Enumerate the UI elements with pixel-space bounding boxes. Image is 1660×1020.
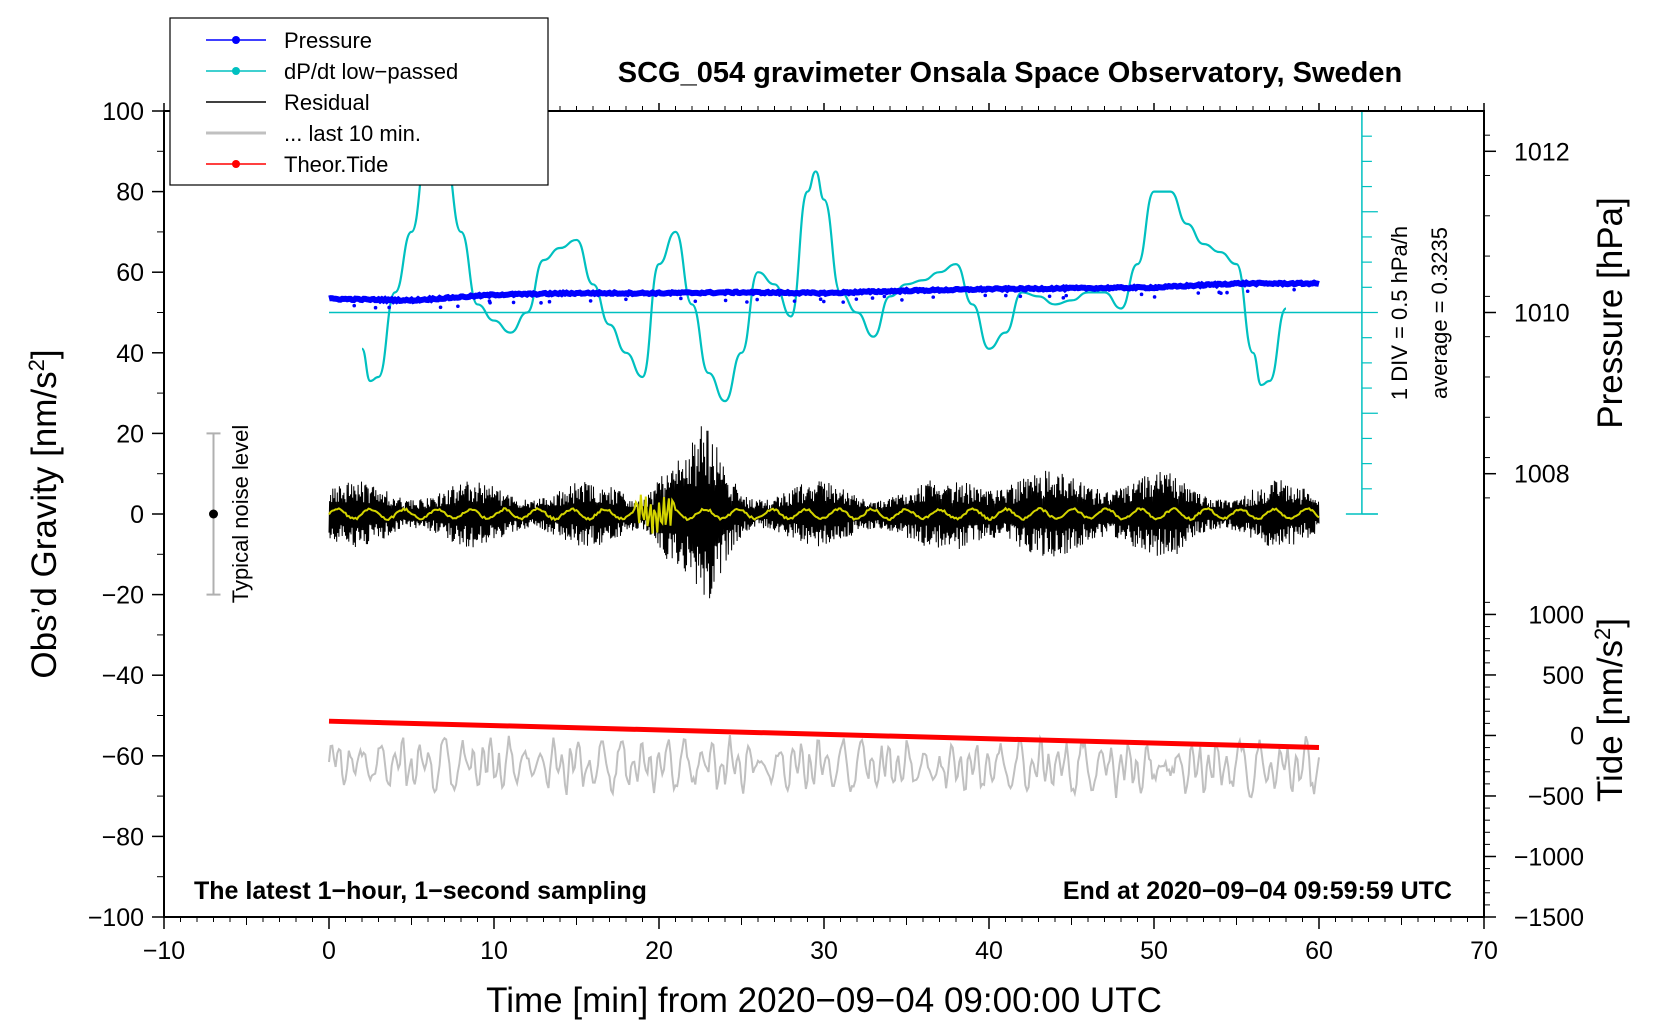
legend-label: Theor.Tide (284, 152, 388, 177)
pressure-point (900, 298, 904, 302)
series-pressure (328, 279, 1320, 305)
pressure-point (352, 303, 357, 308)
noise-level-label: Typical noise level (228, 425, 253, 604)
pressure-point (1219, 291, 1223, 296)
pressure-point (1061, 296, 1066, 300)
series-residual-smoothed (328, 494, 1320, 534)
pressure-point (693, 299, 698, 304)
gravity-tick-label: −60 (102, 743, 144, 771)
pressure-point (588, 299, 593, 303)
series-last-10-min (328, 734, 1320, 799)
pressure-tick-label: 1008 (1514, 461, 1570, 489)
pressure-point (624, 297, 628, 302)
pressure-point (818, 297, 823, 301)
pressure-point (1018, 294, 1023, 299)
pressure-point (1139, 292, 1144, 297)
legend-marker (232, 67, 240, 75)
gravity-tick-label: −100 (88, 904, 144, 932)
pressure-point (511, 300, 516, 305)
pressure-tick-label: 1012 (1514, 138, 1570, 166)
series-dpdt (360, 142, 1288, 403)
x-tick-label: 30 (810, 937, 838, 965)
pressure-point (1292, 287, 1296, 292)
x-tick-label: 60 (1305, 937, 1333, 965)
pressure-point (1245, 289, 1250, 294)
pressure-point (1225, 290, 1229, 295)
gravity-tick-label: −80 (102, 823, 144, 851)
x-tick-label: 70 (1470, 937, 1498, 965)
chart-title: SCG_054 gravimeter Onsala Space Observat… (618, 57, 1402, 89)
tide-tick-label: −500 (1528, 783, 1584, 811)
dpdt-average-label: average = 0.3235 (1427, 227, 1452, 399)
gravity-tick-label: 0 (130, 501, 144, 529)
pressure-point (854, 297, 859, 301)
tide-tick-label: 1000 (1528, 601, 1584, 629)
y-axis-label-gravity: Obs’d Gravity [nm/s2] (24, 349, 65, 678)
pressure-point (1064, 293, 1069, 298)
series-residual (328, 426, 1320, 599)
pressure-point (539, 301, 543, 305)
x-tick-label: 20 (645, 937, 673, 965)
y-axis-label-tide: Tide [nm/s2] (1590, 618, 1631, 802)
legend-label: Residual (284, 90, 370, 115)
legend-marker (232, 160, 240, 168)
gravity-tick-label: 20 (116, 420, 144, 448)
pressure-point (841, 300, 845, 304)
note-end-time: End at 2020−09−04 09:59:59 UTC (1063, 877, 1452, 905)
gravity-tick-label: 80 (116, 179, 144, 207)
series-theor-tide (328, 718, 1320, 750)
pressure-point (373, 305, 378, 310)
y-axis-label-pressure: Pressure [hPa] (1591, 197, 1630, 429)
x-tick-label: 0 (322, 937, 336, 965)
x-axis-label: Time [min] from 2020−09−04 09:00:00 UTC (486, 981, 1162, 1020)
legend: Pressure dP/dt low−passed Residual ... last… (169, 17, 549, 186)
gravity-tick-label: 40 (116, 340, 144, 368)
tide-tick-label: −1000 (1514, 843, 1584, 871)
dpdt-scale-label: 1 DIV = 0.5 hPa/h (1387, 226, 1412, 400)
pressure-point (547, 299, 552, 304)
pressure-point (792, 299, 797, 303)
gravity-tick-label: 60 (116, 259, 144, 287)
legend-label: ... last 10 min. (284, 121, 421, 146)
tide-tick-label: 0 (1570, 722, 1584, 750)
pressure-point (1004, 293, 1008, 298)
pressure-point (438, 305, 443, 310)
pressure-point (931, 295, 936, 299)
pressure-point (745, 300, 749, 304)
legend-label: Pressure (284, 28, 372, 53)
pressure-point (870, 296, 875, 300)
noise-bar-center (209, 509, 218, 519)
tide-tick-label: 500 (1542, 662, 1584, 690)
pressure-point (1152, 295, 1157, 299)
pressure-tick-label: 1010 (1514, 300, 1570, 328)
pressure-point (755, 297, 759, 302)
legend-marker (232, 36, 240, 44)
tide-tick-label: −1500 (1514, 904, 1584, 932)
axes-layer: −10 0 10 20 30 40 50 60 70−100−80−60−40−20020406… (88, 98, 1584, 965)
pressure-point (456, 304, 460, 309)
gravity-tick-label: −40 (102, 662, 144, 690)
pressure-point (679, 296, 683, 301)
pressure-point (723, 298, 728, 303)
pressure-point (983, 293, 988, 298)
series-layer (206, 110, 1378, 799)
gravity-tick-label: 100 (102, 98, 144, 126)
legend-label: dP/dt low−passed (284, 59, 458, 84)
x-tick-label: −10 (143, 937, 185, 965)
pressure-point (387, 305, 391, 310)
x-tick-label: 10 (480, 937, 508, 965)
pressure-point (1047, 294, 1052, 299)
x-tick-label: 40 (975, 937, 1003, 965)
pressure-point (488, 300, 492, 305)
note-latest-hour: The latest 1−hour, 1−second sampling (194, 877, 647, 905)
x-tick-label: 50 (1140, 937, 1168, 965)
gravity-tick-label: −20 (102, 582, 144, 610)
pressure-point (882, 294, 887, 299)
pressure-point (822, 299, 826, 304)
pressure-point (1196, 291, 1201, 295)
